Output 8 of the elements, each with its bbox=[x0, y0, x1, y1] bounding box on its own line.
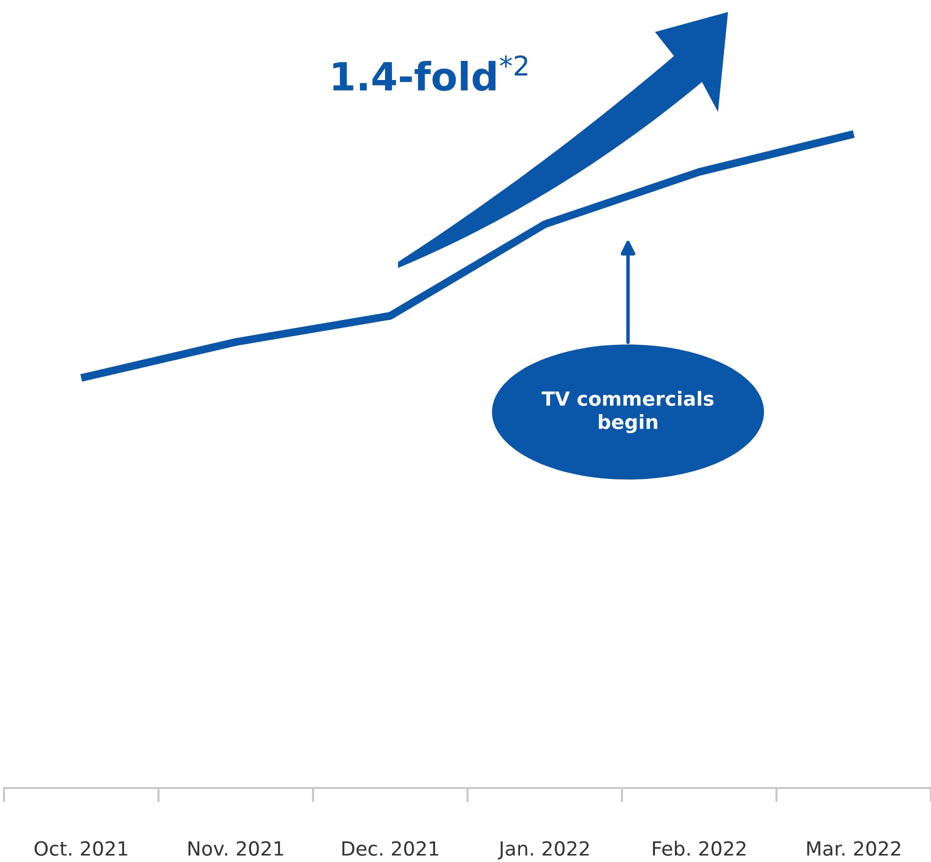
text: 1.4-fold$^{*2}$ bbox=[333, 55, 528, 91]
x-tick-label: Dec. 2021 bbox=[342, 841, 438, 856]
x-tick-label: Feb. 2022 bbox=[653, 840, 746, 856]
x-tick-label: Mar. 2022 bbox=[807, 841, 900, 856]
x-tick-label: Oct. 2021 bbox=[34, 841, 128, 856]
x-tick-label: Nov. 2021 bbox=[188, 841, 284, 856]
x-tick-label: Jan. 2022 bbox=[498, 841, 589, 860]
annotation: TV commercials begin bbox=[542, 390, 714, 434]
